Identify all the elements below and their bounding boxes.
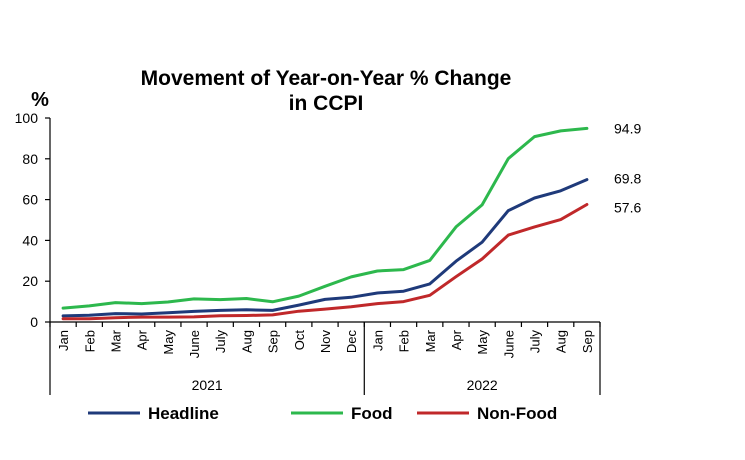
y-tick-label: 100 bbox=[15, 110, 39, 126]
x-tick-label: Dec bbox=[344, 330, 359, 354]
x-tick-label: May bbox=[475, 330, 490, 355]
plot-lines bbox=[61, 126, 589, 321]
y-tick-label: 0 bbox=[30, 314, 38, 330]
x-tick-label: Mar bbox=[423, 329, 438, 352]
x-tick-label: June bbox=[187, 330, 202, 358]
year-group-label: 2022 bbox=[467, 377, 498, 393]
legend-label: Food bbox=[351, 404, 393, 423]
x-tick-label: Aug bbox=[239, 330, 254, 353]
y-axis-unit-label: % bbox=[31, 89, 49, 111]
series-line-food bbox=[61, 126, 589, 310]
x-tick-label: Aug bbox=[554, 330, 569, 353]
x-axis: Jan Feb Mar Apr May June July Aug Sep Oct Nov Dec Ja… bbox=[49, 321, 601, 395]
x-tick-label: Feb bbox=[82, 330, 97, 352]
x-tick-label: June bbox=[501, 330, 516, 358]
year-group-label: 2021 bbox=[192, 377, 223, 393]
end-value-label: 94.9 bbox=[614, 120, 641, 136]
y-axis: 0 20 40 60 80 100 bbox=[15, 110, 51, 330]
x-tick-label: Nov bbox=[318, 330, 333, 354]
chart-title-line1: Movement of Year-on-Year % Change bbox=[141, 67, 512, 90]
legend-label: Non-Food bbox=[477, 404, 557, 423]
x-tick-label: Apr bbox=[135, 329, 150, 350]
x-tick-label: Apr bbox=[449, 329, 464, 350]
legend-label: Headline bbox=[148, 404, 219, 423]
end-labels: 69.8 94.9 57.6 bbox=[614, 120, 641, 215]
x-tick-label: Oct bbox=[292, 330, 307, 351]
x-tick-label: Mar bbox=[108, 329, 123, 352]
x-tick-label: Jan bbox=[56, 330, 71, 351]
x-tick-label: July bbox=[528, 330, 543, 354]
chart-title-line2: in CCPI bbox=[289, 92, 364, 115]
x-tick-label: May bbox=[161, 330, 176, 355]
y-tick-label: 40 bbox=[22, 232, 38, 248]
series-line-headline bbox=[61, 178, 589, 318]
x-tick-label: Sep bbox=[266, 330, 281, 353]
end-value-label: 69.8 bbox=[614, 171, 641, 187]
y-tick-label: 80 bbox=[22, 151, 38, 167]
y-tick-label: 60 bbox=[22, 192, 38, 208]
legend: Headline Food Non-Food bbox=[88, 404, 557, 423]
x-tick-label: Jan bbox=[370, 330, 385, 351]
x-tick-label: Sep bbox=[580, 330, 595, 353]
series-line-non-food bbox=[61, 203, 589, 321]
end-value-label: 57.6 bbox=[614, 199, 641, 215]
x-tick-label: Feb bbox=[397, 330, 412, 352]
y-tick-label: 20 bbox=[22, 273, 38, 289]
x-tick-label: July bbox=[213, 330, 228, 354]
